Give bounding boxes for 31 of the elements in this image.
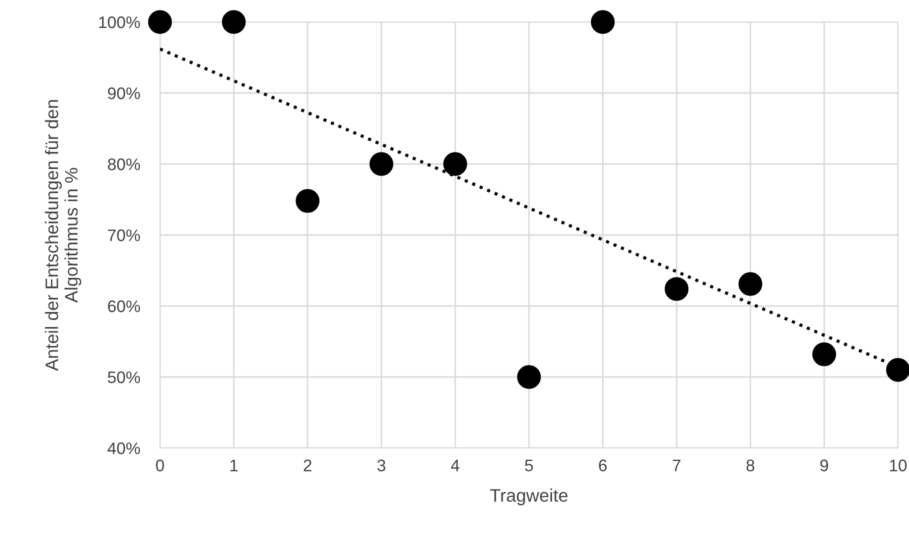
x-tick-label: 10 <box>890 460 907 472</box>
y-tick-label: 80% <box>108 158 140 170</box>
point <box>443 152 468 176</box>
point <box>148 10 172 34</box>
x-tick-label: 8 <box>746 460 754 472</box>
point <box>886 358 909 382</box>
x-tick-label: 1 <box>230 460 238 472</box>
x-tick-label: 7 <box>672 460 680 472</box>
x-tick-label: 2 <box>304 460 312 472</box>
y-tick-label: 70% <box>108 229 140 242</box>
y-tick-label: 50% <box>108 371 140 384</box>
x-tick-label: 9 <box>820 460 828 472</box>
point <box>517 365 541 389</box>
x-tick-label: 4 <box>450 460 460 472</box>
point <box>664 277 688 301</box>
point <box>738 272 762 296</box>
x-tick-label: 6 <box>599 460 607 472</box>
x-tick-label: 5 <box>525 460 533 472</box>
x-tick-label: 0 <box>156 460 164 472</box>
point <box>296 189 320 213</box>
point <box>812 342 836 366</box>
y-axis-title: Anteil der Entscheidungen für den Algorithmus in % <box>44 100 82 371</box>
y-tick-label: 40% <box>108 442 140 454</box>
x-axis-title: Tragweite <box>490 488 568 506</box>
point <box>590 10 615 34</box>
point <box>222 10 246 34</box>
y-tick-label: 60% <box>108 300 140 312</box>
x-tick-label: 3 <box>377 460 386 472</box>
point <box>370 152 394 176</box>
y-tick-label: 100% <box>99 16 140 28</box>
y-tick-label: 90% <box>108 87 140 100</box>
